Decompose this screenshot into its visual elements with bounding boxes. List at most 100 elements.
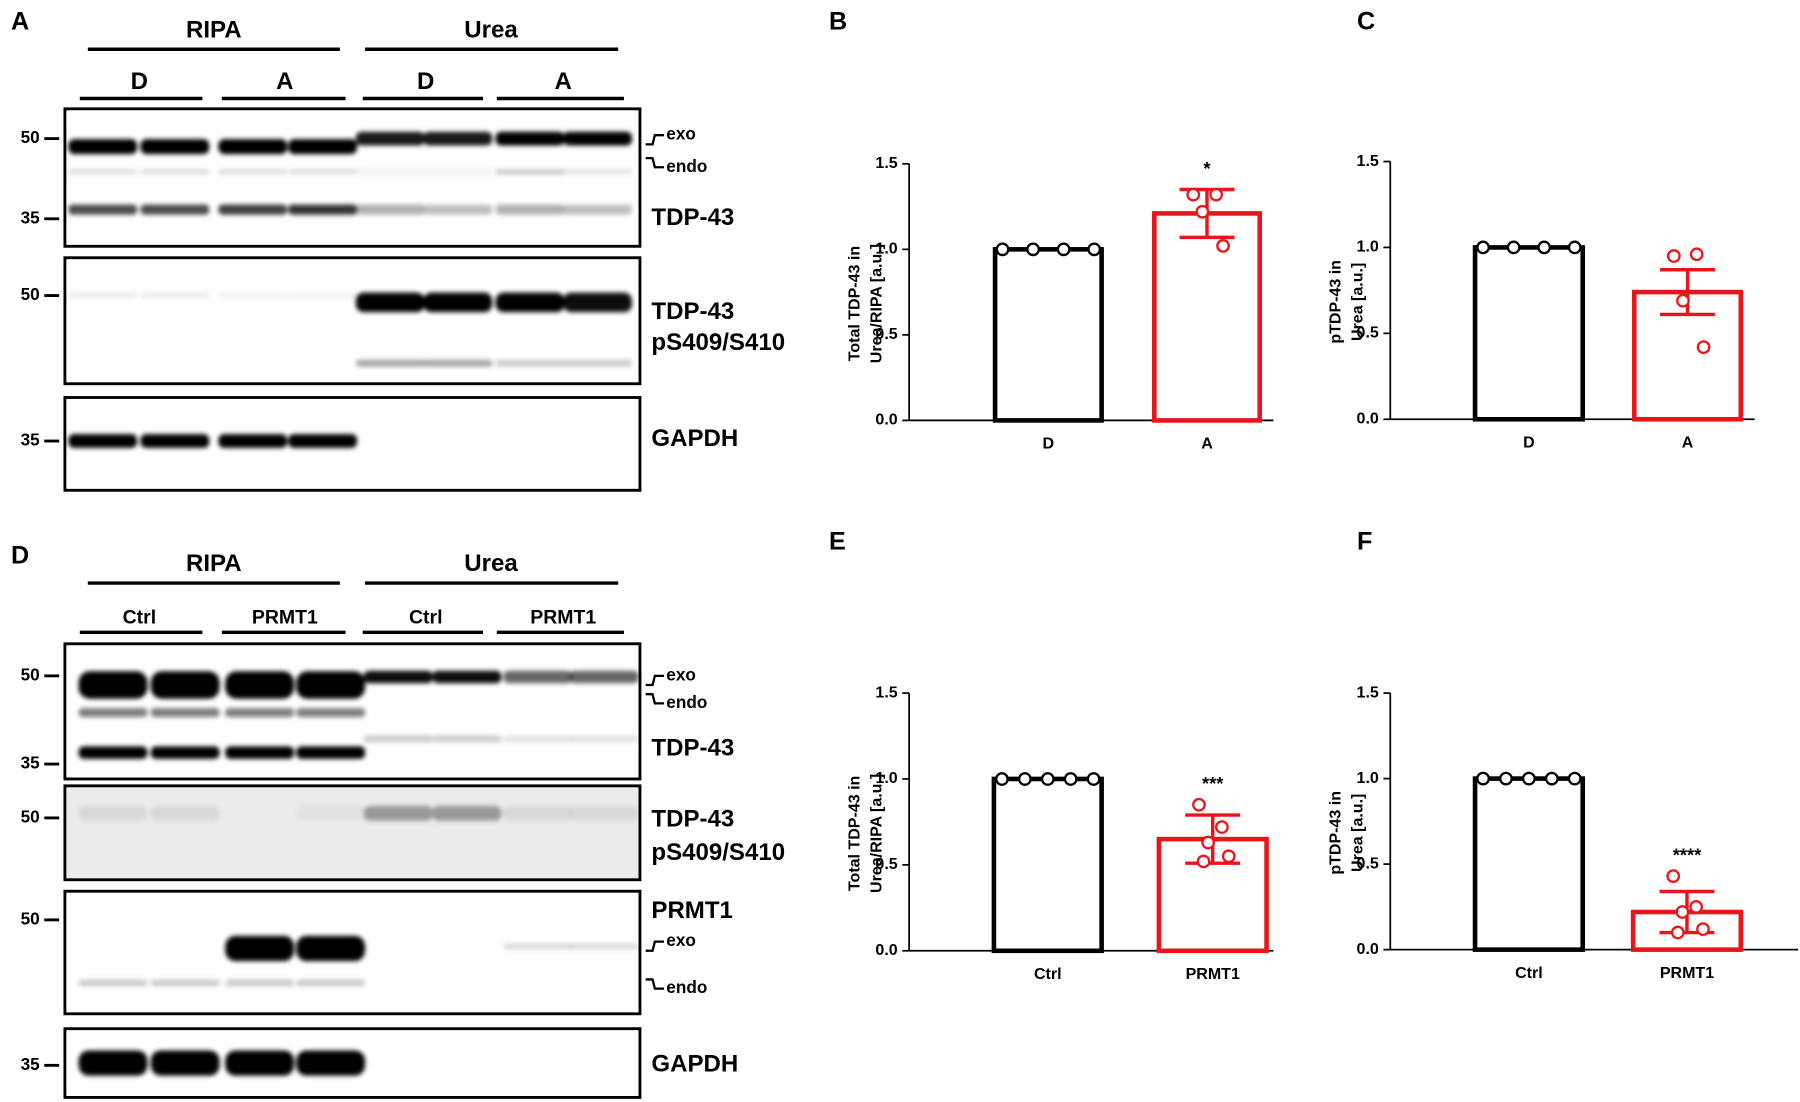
blot-label: GAPDH (651, 425, 738, 452)
blot-bands (68, 434, 358, 448)
blot-membrane (63, 107, 642, 248)
y-axis-label: Total TDP-43 in (846, 246, 864, 361)
blot-band (570, 805, 639, 821)
blot-band (563, 168, 632, 175)
y-axis-label: Urea/RIPA [a.u.] (867, 774, 885, 893)
blot-band (78, 671, 148, 699)
blot-band (503, 670, 573, 684)
blot-band (150, 707, 220, 718)
data-point (1196, 854, 1211, 869)
blot-band (78, 746, 148, 759)
data-point (1221, 849, 1236, 864)
blot-band (570, 670, 639, 684)
data-point (1026, 242, 1040, 257)
data-point (1696, 922, 1710, 936)
blot-band (296, 1050, 366, 1076)
mw-marker: 35 (21, 430, 41, 450)
blot-band (140, 292, 210, 299)
x-tick-label: D (1043, 435, 1055, 453)
blot-band (296, 707, 366, 718)
y-tick-label: 0.5 (875, 855, 897, 873)
data-point (1186, 187, 1201, 202)
mw-marker: 35 (21, 753, 41, 773)
significance: **** (1673, 844, 1702, 865)
data-point (995, 772, 1009, 786)
blot-band (78, 979, 148, 987)
blot-band (218, 292, 288, 299)
condition-label: A (276, 68, 293, 95)
blot-band (225, 935, 295, 962)
data-point (995, 242, 1010, 257)
bar (1472, 245, 1586, 422)
y-axis-label: pTDP-43 in (1327, 791, 1345, 875)
band-annotation: endo (666, 156, 707, 176)
blot-band (432, 805, 502, 821)
error-bar (1660, 268, 1716, 317)
blot-band (570, 735, 639, 743)
blot-bands (78, 935, 639, 987)
data-point (1063, 772, 1078, 786)
blot-band (78, 707, 148, 718)
blot-band (563, 359, 632, 367)
blot-band (225, 746, 295, 759)
blot-band (423, 204, 493, 215)
blot-band (225, 671, 295, 699)
bar (1472, 776, 1586, 952)
blot-band (432, 670, 502, 684)
blot-band (218, 139, 288, 155)
data-point (1499, 771, 1513, 786)
blot-band (355, 168, 425, 175)
blot-band (296, 805, 366, 821)
blot-band (68, 168, 138, 175)
blot-band (218, 168, 288, 175)
data-point (1567, 771, 1582, 786)
blot-band (140, 434, 210, 448)
blot-band (78, 1050, 148, 1076)
band-annotation: endo (666, 977, 707, 997)
data-point (1040, 772, 1055, 786)
data-point (1675, 905, 1690, 919)
blot-label: TDP-43 (651, 735, 734, 762)
y-tick-label: 0.0 (1357, 940, 1379, 958)
data-point (1086, 772, 1101, 786)
data-point (1506, 240, 1521, 255)
data-point (1666, 869, 1681, 883)
data-point (1476, 771, 1490, 786)
y-tick-label: 1.0 (875, 240, 897, 258)
panel-letter: B (829, 8, 847, 36)
blot-band (150, 1050, 220, 1076)
blot-band (423, 292, 493, 313)
blot-bands (68, 131, 632, 215)
blot-band (495, 204, 565, 215)
data-point (1087, 242, 1102, 257)
blot-band (495, 168, 565, 175)
x-tick-label: Ctrl (1515, 964, 1543, 982)
bar (1152, 211, 1262, 423)
y-tick-label: 0.0 (875, 941, 897, 959)
blot-band (296, 979, 366, 987)
fraction-label: RIPA (186, 16, 242, 43)
blot-band (68, 292, 138, 299)
data-point (1666, 249, 1681, 263)
blot-band (288, 204, 358, 215)
significance: * (1203, 158, 1211, 179)
blot-band (432, 735, 502, 743)
panel-letter: C (1357, 8, 1375, 36)
blot-band (503, 943, 573, 950)
blot-band (563, 204, 632, 215)
blot-band (563, 131, 632, 146)
y-tick-label: 1.5 (1357, 152, 1379, 170)
blot-band (288, 168, 358, 175)
data-point (1522, 771, 1536, 786)
blot-band (68, 204, 138, 215)
blot-band (355, 131, 425, 146)
data-point (1056, 242, 1071, 257)
data-point (1567, 240, 1582, 255)
y-tick-label: 0.5 (1357, 854, 1379, 872)
band-bracket (645, 693, 665, 705)
blot-band (363, 805, 433, 821)
blot-band (363, 670, 433, 684)
band-annotation: exo (666, 124, 696, 144)
panel-letter: F (1357, 528, 1372, 556)
